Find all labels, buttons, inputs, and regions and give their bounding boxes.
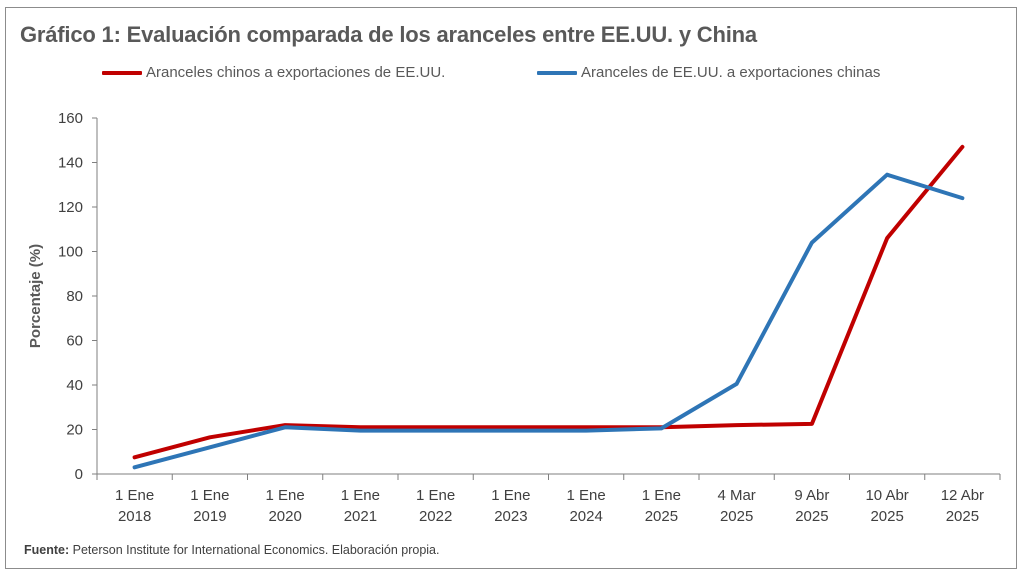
- series-1-point-4: [434, 429, 438, 433]
- series-1-point-5: [509, 429, 513, 433]
- series-0-point-8: [735, 423, 739, 427]
- y-tick-label-20: 20: [66, 422, 83, 439]
- y-tick-label-160: 160: [58, 110, 83, 127]
- legend-swatch-china-tariffs: [102, 70, 142, 75]
- series-line-1: [132, 172, 965, 470]
- x-tick-label-8: 4 Mar 2025: [717, 487, 755, 525]
- y-tick-label-0: 0: [75, 466, 83, 483]
- series-1-point-1: [208, 445, 212, 449]
- legend-label-us-tariffs: Aranceles de EE.UU. a exportaciones chin…: [581, 64, 881, 81]
- legend-item-china-tariffs: Aranceles chinos a exportaciones de EE.U…: [102, 64, 445, 81]
- series-0-point-9: [810, 422, 814, 426]
- y-tick-label-140: 140: [58, 155, 83, 172]
- series-1-point-8: [735, 382, 739, 386]
- series-0-point-10: [885, 236, 889, 240]
- legend-label-china-tariffs: Aranceles chinos a exportaciones de EE.U…: [146, 64, 446, 81]
- chart-legend: Aranceles chinos a exportaciones de EE.U…: [0, 64, 1012, 88]
- series-1-point-10: [885, 173, 889, 177]
- y-tick-label-60: 60: [66, 333, 83, 350]
- x-tick-label-0: 1 Ene 2018: [115, 487, 154, 525]
- x-tick-label-7: 1 Ene 2025: [642, 487, 681, 525]
- source-label: Fuente:: [24, 543, 70, 557]
- y-tick-label-40: 40: [66, 377, 83, 394]
- series-1-point-11: [960, 196, 964, 200]
- x-tick-label-3: 1 Ene 2021: [341, 487, 380, 525]
- x-tick-label-5: 1 Ene 2023: [491, 487, 530, 525]
- x-tick-label-6: 1 Ene 2024: [567, 487, 606, 525]
- x-tick-label-11: 12 Abr 2025: [941, 487, 984, 525]
- series-1-point-6: [584, 429, 588, 433]
- legend-swatch-us-tariffs: [537, 70, 577, 75]
- x-tick-label-1: 1 Ene 2019: [190, 487, 229, 525]
- y-tick-label-80: 80: [66, 288, 83, 305]
- series-1-point-0: [133, 465, 137, 469]
- series-1-point-3: [358, 429, 362, 433]
- series-1-point-2: [283, 425, 287, 429]
- y-axis-title: Porcentaje (%): [27, 244, 44, 348]
- x-tick-label-2: 1 Ene 2020: [266, 487, 305, 525]
- x-tick-label-9: 9 Abr 2025: [794, 487, 829, 525]
- series-1-point-9: [810, 241, 814, 245]
- chart-title: Gráfico 1: Evaluación comparada de los a…: [20, 22, 757, 47]
- series-0-point-11: [960, 145, 964, 149]
- y-tick-label-100: 100: [58, 244, 83, 261]
- source-footer: Fuente: Peterson Institute for Internati…: [24, 543, 439, 557]
- legend-item-us-tariffs: Aranceles de EE.UU. a exportaciones chin…: [537, 64, 880, 81]
- series-1-point-7: [659, 426, 663, 430]
- source-text: Peterson Institute for International Eco…: [69, 543, 440, 557]
- series-0-point-1: [208, 435, 212, 439]
- series-line-0: [132, 144, 965, 460]
- x-tick-label-4: 1 Ene 2022: [416, 487, 455, 525]
- y-tick-label-120: 120: [58, 199, 83, 216]
- chart-frame: [5, 7, 1017, 569]
- x-tick-label-10: 10 Abr 2025: [865, 487, 908, 525]
- series-0-point-0: [133, 455, 137, 459]
